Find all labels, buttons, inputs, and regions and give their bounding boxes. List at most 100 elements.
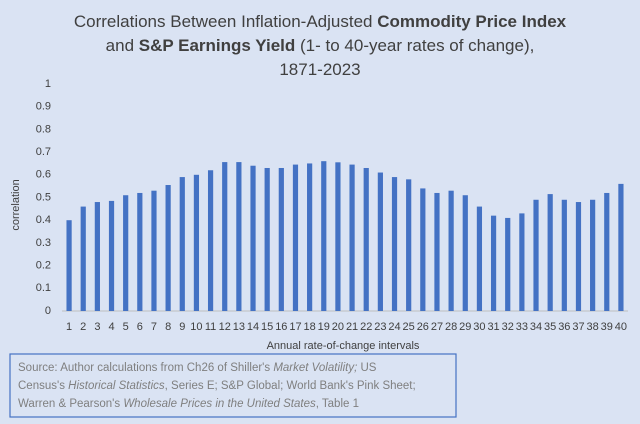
x-tick-label: 26 bbox=[417, 321, 429, 333]
x-tick-label: 29 bbox=[459, 321, 471, 333]
x-tick-label: 18 bbox=[304, 321, 316, 333]
x-tick-label: 25 bbox=[403, 321, 415, 333]
bar bbox=[335, 162, 341, 311]
y-tick-label: 0.2 bbox=[36, 260, 51, 272]
y-tick-label: 0.1 bbox=[36, 282, 51, 294]
bar bbox=[462, 195, 468, 311]
x-tick-label: 21 bbox=[346, 321, 358, 333]
x-tick-label: 14 bbox=[247, 321, 259, 333]
x-tick-label: 8 bbox=[165, 321, 171, 333]
bar bbox=[590, 199, 596, 311]
x-tick-label: 22 bbox=[360, 321, 372, 333]
x-tick-label: 32 bbox=[502, 321, 514, 333]
source-note: Warren & Pearson's Wholesale Prices in t… bbox=[18, 398, 359, 410]
bar bbox=[575, 202, 582, 311]
x-tick-label: 27 bbox=[431, 321, 443, 333]
bar bbox=[264, 167, 270, 311]
x-tick-label: 10 bbox=[190, 321, 202, 333]
x-tick-label: 2 bbox=[80, 321, 86, 333]
source-box bbox=[9, 353, 457, 418]
y-tick-label: 0.9 bbox=[36, 101, 51, 113]
bar bbox=[490, 215, 497, 311]
x-tick-label: 28 bbox=[445, 321, 457, 333]
chart-title: Correlations Between Inflation-Adjusted … bbox=[74, 12, 567, 31]
bar bbox=[80, 206, 86, 311]
chart-title: and S&P Earnings Yield (1- to 40-year ra… bbox=[106, 36, 535, 55]
x-tick-label: 1 bbox=[66, 321, 72, 333]
x-tick-label: 20 bbox=[332, 321, 344, 333]
bar bbox=[222, 162, 228, 311]
x-tick-label: 4 bbox=[108, 321, 114, 333]
bar bbox=[363, 167, 369, 311]
source-segment: Historical Statistics bbox=[68, 380, 165, 392]
y-tick-label: 0 bbox=[45, 305, 51, 317]
bar bbox=[618, 183, 624, 311]
x-tick-label: 7 bbox=[151, 321, 157, 333]
bar bbox=[137, 192, 143, 311]
x-tick-label: 15 bbox=[261, 321, 273, 333]
x-tick-label: 39 bbox=[601, 321, 613, 333]
x-tick-label: 11 bbox=[205, 321, 216, 333]
bar bbox=[292, 164, 299, 311]
bar bbox=[547, 194, 553, 311]
bar bbox=[321, 161, 327, 311]
title-segment: Commodity Price Index bbox=[377, 12, 566, 31]
y-tick-label: 1 bbox=[45, 78, 51, 90]
bar bbox=[236, 162, 242, 311]
x-tick-label: 17 bbox=[289, 321, 301, 333]
y-tick-label: 0.4 bbox=[36, 214, 51, 226]
bar bbox=[151, 190, 157, 311]
source-segment: Warren & Pearson's bbox=[18, 398, 123, 410]
source-segment: Census's bbox=[18, 380, 68, 392]
bar bbox=[207, 170, 214, 311]
y-axis-title: correlation bbox=[10, 179, 22, 230]
y-tick-label: 0.8 bbox=[36, 123, 51, 135]
bar bbox=[406, 179, 412, 311]
title-segment: S&P Earnings Yield bbox=[139, 36, 296, 55]
source-segment: US bbox=[357, 362, 377, 374]
x-tick-label: 34 bbox=[530, 321, 542, 333]
y-tick-label: 0.5 bbox=[36, 191, 51, 203]
bar bbox=[250, 165, 256, 311]
x-tick-label: 40 bbox=[615, 321, 627, 333]
x-axis-title: Annual rate-of-change intervals bbox=[267, 340, 420, 352]
x-tick-label: 5 bbox=[123, 321, 129, 333]
bar bbox=[179, 177, 185, 311]
bar bbox=[391, 177, 398, 311]
x-tick-label: 31 bbox=[487, 321, 499, 333]
bar bbox=[505, 217, 511, 311]
source-note: Source: Author calculations from Ch26 of… bbox=[18, 362, 377, 374]
x-tick-label: 13 bbox=[233, 321, 245, 333]
x-tick-label: 16 bbox=[275, 321, 287, 333]
x-tick-label: 3 bbox=[94, 321, 100, 333]
source-segment: Wholesale Prices in the United States bbox=[123, 398, 316, 410]
y-tick-label: 0.3 bbox=[36, 237, 51, 249]
bar bbox=[349, 164, 355, 311]
x-tick-label: 35 bbox=[544, 321, 556, 333]
bar bbox=[533, 199, 539, 311]
y-tick-label: 0.7 bbox=[36, 146, 51, 158]
bar bbox=[448, 190, 454, 311]
x-tick-label: 19 bbox=[318, 321, 330, 333]
x-tick-label: 23 bbox=[374, 321, 386, 333]
title-segment: and bbox=[106, 36, 139, 55]
bar bbox=[66, 220, 72, 311]
bar bbox=[307, 163, 313, 311]
bar bbox=[278, 167, 284, 311]
bar bbox=[108, 200, 115, 311]
source-segment: Market Volatility; bbox=[273, 362, 357, 374]
bar bbox=[377, 172, 383, 311]
bar bbox=[476, 206, 483, 311]
x-tick-label: 9 bbox=[179, 321, 185, 333]
bar bbox=[420, 188, 426, 311]
x-tick-label: 38 bbox=[587, 321, 599, 333]
x-tick-label: 30 bbox=[473, 321, 485, 333]
bar bbox=[165, 185, 171, 311]
source-note: Census's Historical Statistics, Series E… bbox=[18, 380, 416, 392]
x-tick-label: 24 bbox=[388, 321, 400, 333]
bar bbox=[604, 192, 610, 311]
bar bbox=[94, 202, 100, 311]
bar bbox=[561, 199, 567, 311]
title-segment: (1- to 40-year rates of change), bbox=[295, 36, 534, 55]
source-segment: , Table 1 bbox=[316, 398, 359, 410]
